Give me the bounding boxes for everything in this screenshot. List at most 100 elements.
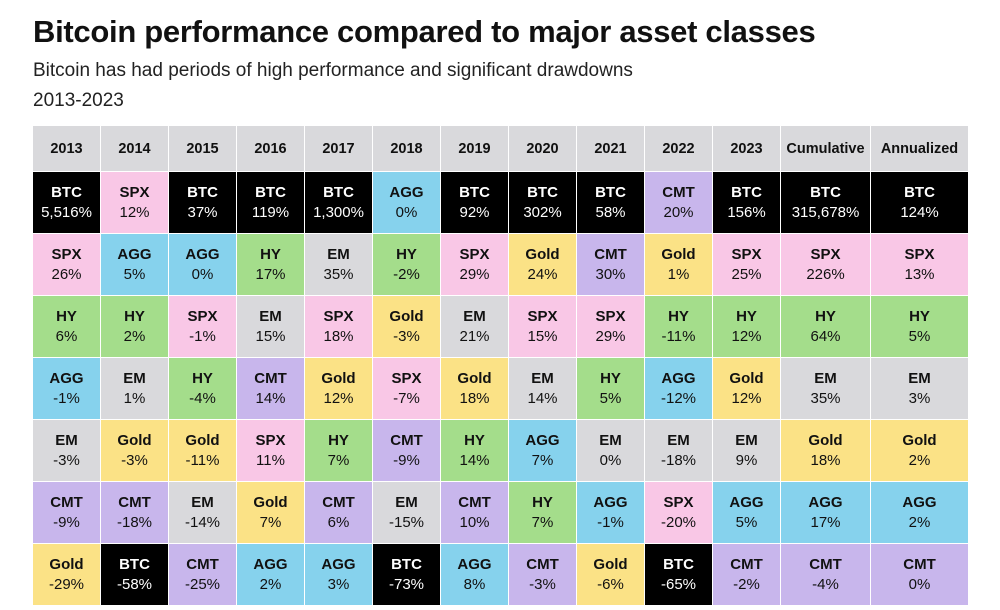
asset-cell-hy: HY 14%	[441, 420, 508, 481]
asset-cell-cmt: CMT -9%	[373, 420, 440, 481]
return-value: 156%	[727, 203, 766, 221]
asset-cell-gold: Gold -3%	[373, 296, 440, 357]
asset-cell-btc: BTC 58%	[577, 172, 644, 233]
asset-label: HY	[396, 245, 417, 263]
asset-cell-btc: BTC 1,300%	[305, 172, 372, 233]
asset-label: HY	[600, 369, 621, 387]
asset-cell-btc: BTC 37%	[169, 172, 236, 233]
return-value: -65%	[660, 575, 697, 593]
return-value: 6%	[327, 513, 350, 531]
return-value: 12%	[731, 389, 762, 407]
asset-cell-cmt: CMT -3%	[509, 544, 576, 605]
asset-cell-hy: HY 64%	[781, 296, 870, 357]
asset-label: BTC	[595, 183, 626, 201]
asset-label: SPX	[459, 245, 490, 263]
return-value: 26%	[51, 265, 82, 283]
asset-cell-btc: BTC 124%	[871, 172, 968, 233]
asset-cell-cmt: CMT -18%	[101, 482, 168, 543]
chart-title: Bitcoin performance compared to major as…	[33, 14, 816, 49]
asset-cell-hy: HY 7%	[509, 482, 576, 543]
asset-label: SPX	[527, 307, 558, 325]
asset-cell-btc: BTC 5,516%	[33, 172, 100, 233]
return-value: 6%	[55, 327, 78, 345]
asset-cell-hy: HY -4%	[169, 358, 236, 419]
asset-cell-gold: Gold -11%	[169, 420, 236, 481]
return-value: -2%	[393, 265, 420, 283]
asset-cell-btc: BTC 156%	[713, 172, 780, 233]
asset-cell-em: EM -3%	[33, 420, 100, 481]
asset-label: BTC	[255, 183, 286, 201]
asset-label: SPX	[323, 307, 354, 325]
asset-label: EM	[599, 431, 622, 449]
return-value: -7%	[393, 389, 420, 407]
column-header: 2023	[713, 126, 780, 171]
asset-cell-agg: AGG 2%	[871, 482, 968, 543]
asset-cell-cmt: CMT 20%	[645, 172, 712, 233]
return-value: -12%	[660, 389, 697, 407]
return-value: 25%	[731, 265, 762, 283]
asset-label: AGG	[729, 493, 764, 511]
asset-label: EM	[667, 431, 690, 449]
asset-cell-em: EM -18%	[645, 420, 712, 481]
return-value: -25%	[184, 575, 221, 593]
asset-label: EM	[259, 307, 282, 325]
column-header: 2020	[509, 126, 576, 171]
asset-cell-agg: AGG -12%	[645, 358, 712, 419]
asset-cell-gold: Gold -6%	[577, 544, 644, 605]
return-value: 2%	[908, 513, 931, 531]
return-value: 14%	[459, 451, 490, 469]
asset-cell-agg: AGG 5%	[101, 234, 168, 295]
asset-cell-em: EM 15%	[237, 296, 304, 357]
asset-cell-gold: Gold -3%	[101, 420, 168, 481]
return-value: 1,300%	[313, 203, 364, 221]
asset-label: CMT	[809, 555, 842, 573]
return-value: 18%	[323, 327, 354, 345]
asset-label: SPX	[255, 431, 286, 449]
asset-label: CMT	[322, 493, 355, 511]
asset-label: Gold	[49, 555, 84, 573]
asset-label: BTC	[187, 183, 218, 201]
column-header: 2017	[305, 126, 372, 171]
asset-cell-hy: HY 6%	[33, 296, 100, 357]
asset-label: Gold	[593, 555, 628, 573]
return-value: 18%	[459, 389, 490, 407]
asset-cell-btc: BTC 92%	[441, 172, 508, 233]
asset-label: HY	[260, 245, 281, 263]
asset-label: Gold	[525, 245, 560, 263]
return-value: -9%	[393, 451, 420, 469]
asset-label: CMT	[390, 431, 423, 449]
asset-label: EM	[814, 369, 837, 387]
asset-cell-cmt: CMT -4%	[781, 544, 870, 605]
column-header: Cumulative	[781, 126, 870, 171]
asset-label: HY	[328, 431, 349, 449]
return-value: 11%	[256, 451, 285, 469]
asset-cell-agg: AGG -1%	[577, 482, 644, 543]
asset-cell-gold: Gold 1%	[645, 234, 712, 295]
return-value: 37%	[187, 203, 218, 221]
asset-cell-agg: AGG 2%	[237, 544, 304, 605]
asset-label: HY	[668, 307, 689, 325]
asset-cell-hy: HY 2%	[101, 296, 168, 357]
asset-cell-gold: Gold 24%	[509, 234, 576, 295]
asset-label: BTC	[391, 555, 422, 573]
column-header: 2016	[237, 126, 304, 171]
asset-cell-hy: HY -11%	[645, 296, 712, 357]
asset-label: HY	[815, 307, 836, 325]
asset-cell-spx: SPX -7%	[373, 358, 440, 419]
return-value: -20%	[660, 513, 697, 531]
asset-cell-btc: BTC 119%	[237, 172, 304, 233]
asset-cell-spx: SPX 25%	[713, 234, 780, 295]
asset-label: CMT	[458, 493, 491, 511]
asset-label: CMT	[662, 183, 695, 201]
asset-cell-spx: SPX 226%	[781, 234, 870, 295]
asset-label: AGG	[808, 493, 843, 511]
asset-cell-em: EM -15%	[373, 482, 440, 543]
return-value: -3%	[393, 327, 420, 345]
return-value: 14%	[527, 389, 558, 407]
return-value: 226%	[806, 265, 845, 283]
return-value: -3%	[529, 575, 556, 593]
return-value: -6%	[597, 575, 624, 593]
asset-cell-cmt: CMT 10%	[441, 482, 508, 543]
return-value: 7%	[259, 513, 282, 531]
column-header: 2015	[169, 126, 236, 171]
